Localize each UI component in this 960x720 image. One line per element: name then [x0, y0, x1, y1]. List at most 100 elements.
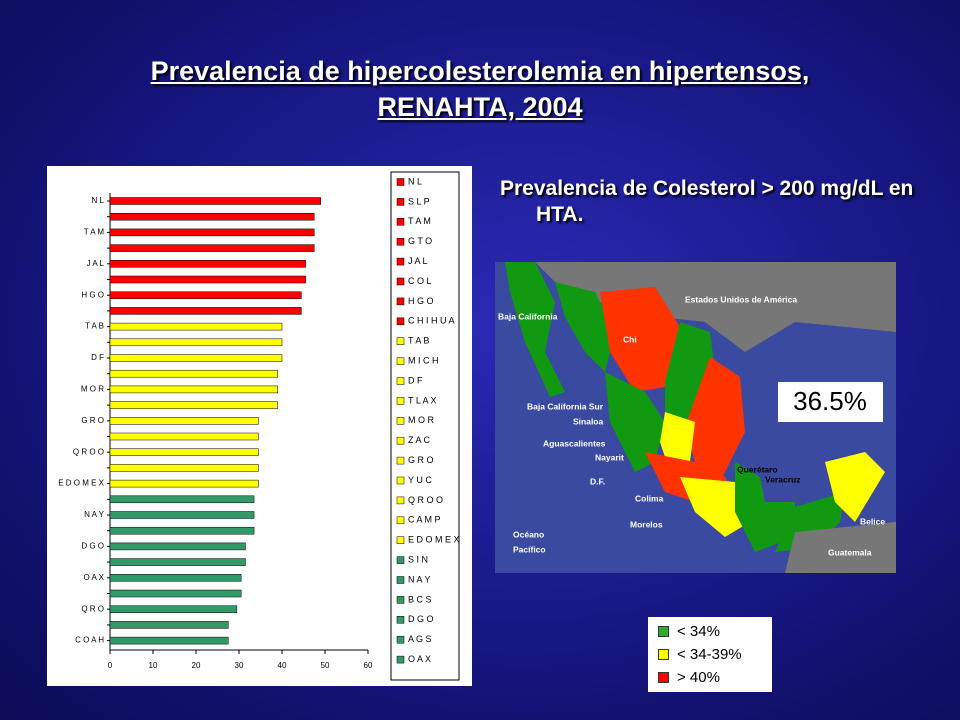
chihuahua — [600, 287, 680, 392]
map-legend-swatch — [658, 649, 669, 660]
y-tick-label: G R O — [81, 416, 104, 425]
legend-swatch — [396, 596, 405, 604]
bar — [109, 260, 306, 268]
bar — [109, 228, 315, 237]
bar — [109, 479, 259, 488]
bar — [109, 275, 306, 284]
map-legend-swatch — [658, 672, 669, 683]
y-tick-label: M O R — [81, 385, 104, 394]
legend-swatch — [396, 616, 405, 624]
legend-swatch — [396, 417, 405, 425]
bar — [109, 589, 242, 598]
bar — [109, 212, 315, 221]
map-label: Veracruz — [765, 474, 800, 484]
map-legend-label: > 40% — [677, 669, 720, 686]
map-label: Baja California Sur — [527, 401, 604, 411]
legend-swatch — [396, 297, 405, 306]
map-label: Morelos — [630, 519, 663, 529]
subtitle: Prevalencia de Colesterol > 200 mg/dL en… — [500, 177, 914, 226]
bar — [109, 354, 283, 362]
map-label: Océano — [513, 529, 544, 539]
legend-swatch — [396, 377, 405, 385]
map-highlight: 36.5% — [793, 386, 867, 416]
legend-swatch — [396, 556, 405, 564]
bar — [109, 369, 278, 378]
bar — [109, 291, 302, 299]
us-land — [535, 262, 896, 352]
title-line1: Prevalencia de hipercolesterolemia en hi… — [150, 56, 810, 86]
legend-label: M O R — [408, 415, 434, 425]
legend-swatch — [396, 178, 405, 186]
map-label: Belice — [860, 516, 885, 526]
legend-swatch — [396, 476, 405, 485]
map-label: Chi — [623, 334, 637, 344]
map-label: Baja California — [498, 311, 558, 321]
y-tick-label: J A L — [87, 259, 105, 268]
legend-label: N L — [408, 176, 422, 186]
bar — [109, 385, 278, 394]
legend-label: Z A C — [408, 435, 431, 445]
legend-swatch — [396, 357, 405, 365]
x-tick-label: 40 — [278, 661, 287, 670]
bar — [109, 464, 259, 472]
legend-label: O A X — [408, 654, 431, 664]
legend-label: T L A X — [408, 395, 437, 405]
legend-label: B C S — [408, 594, 432, 604]
legend-swatch — [396, 337, 405, 345]
chiapas — [775, 492, 845, 552]
sinaloa — [605, 372, 665, 472]
legend-label: S L P — [408, 196, 430, 206]
legend-swatch — [396, 397, 405, 405]
bar — [109, 558, 246, 566]
bar — [109, 307, 302, 315]
highlight-box — [778, 382, 883, 422]
baja — [505, 262, 565, 397]
legend-swatch — [396, 655, 405, 664]
legend-swatch — [396, 516, 405, 525]
legend-swatch — [396, 436, 405, 445]
map-label: Aguascalientes — [543, 438, 606, 448]
legend-swatch — [396, 536, 405, 544]
legend-label: T A M — [408, 216, 431, 226]
legend-label: D F — [408, 375, 423, 385]
legend-label: J A L — [408, 256, 428, 266]
map: Estados Unidos de América Baja California… — [495, 262, 896, 573]
legend-label: C H I H U A — [408, 316, 455, 326]
legend-swatch — [396, 635, 405, 644]
y-tick-label: D G O — [81, 542, 104, 551]
guatemala-land — [785, 522, 896, 573]
tamaulipas — [685, 357, 745, 482]
title-line2: RENAHTA, 2004 — [377, 92, 583, 122]
legend-label: G T O — [408, 236, 432, 246]
map-label: Sinaloa — [573, 416, 604, 426]
bar — [109, 574, 242, 582]
bar — [109, 322, 283, 331]
bar — [109, 605, 238, 613]
bar — [109, 542, 246, 551]
legend-label: S I N — [408, 554, 428, 564]
y-tick-label: T A B — [85, 322, 104, 331]
legend-label: D G O — [408, 614, 434, 624]
bar — [109, 511, 255, 519]
map-label: Colima — [635, 493, 664, 503]
map-label: D.F. — [590, 476, 605, 486]
legend-label: E D O M E X — [408, 535, 460, 545]
map-legend-item: > 40% — [658, 669, 720, 686]
map-label: Pacífico — [513, 544, 546, 554]
bar — [109, 417, 259, 425]
map-legend-label: < 34-39% — [677, 646, 742, 663]
map-label: Estados Unidos de América — [685, 294, 797, 304]
bar — [109, 197, 321, 205]
bar — [109, 636, 229, 645]
legend-swatch — [396, 198, 405, 206]
legend-label: T A B — [408, 336, 429, 346]
legend-label: M I C H — [408, 355, 439, 365]
legend-box — [390, 171, 460, 681]
y-tick-label: E D O M E X — [58, 479, 104, 488]
bar — [109, 495, 255, 504]
legend-swatch — [396, 317, 405, 326]
x-tick-label: 50 — [321, 661, 330, 670]
bar — [109, 432, 259, 441]
y-tick-label: D F — [91, 353, 104, 362]
